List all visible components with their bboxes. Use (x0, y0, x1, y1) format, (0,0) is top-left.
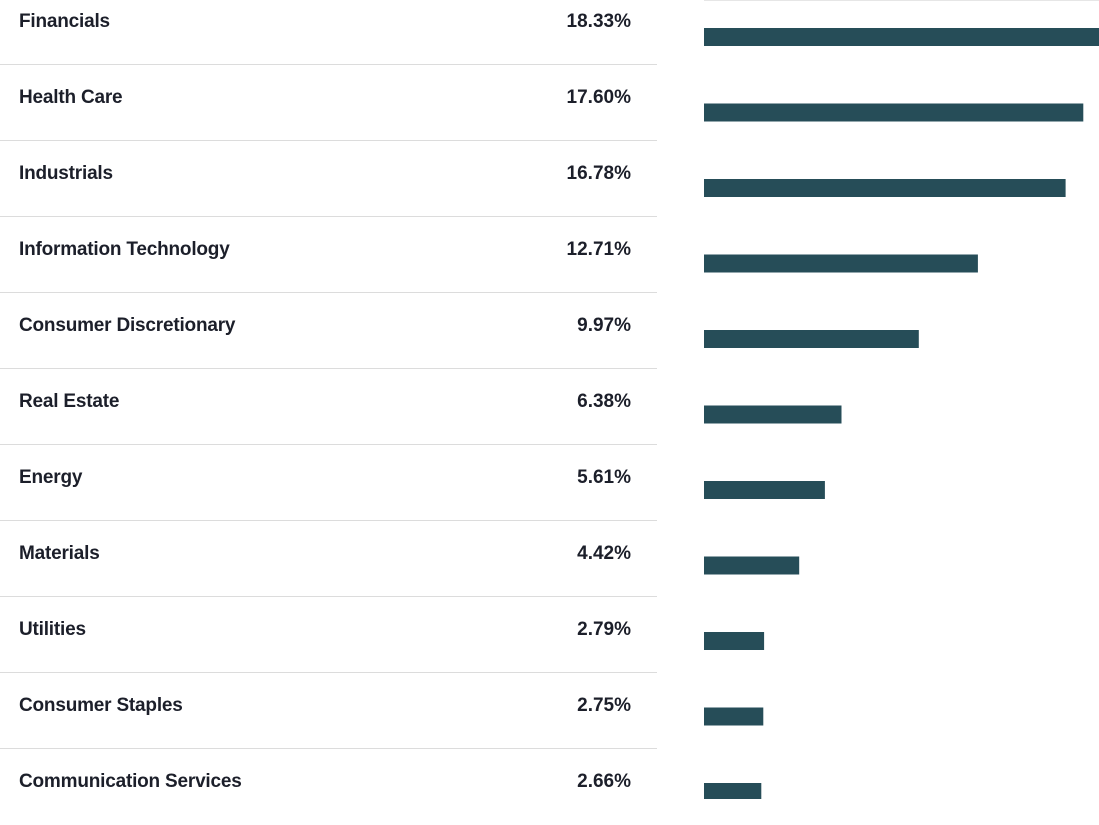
sector-name: Communication Services (19, 771, 242, 792)
bar-materials (704, 556, 800, 575)
sector-row: Communication Services 2.66% (0, 749, 657, 825)
bar-real-estate (704, 405, 842, 424)
sector-weight: 5.61% (577, 467, 631, 488)
sector-name: Health Care (19, 87, 123, 108)
sector-row: Energy 5.61% (0, 445, 657, 521)
bar-energy (704, 481, 825, 499)
sector-weight: 4.42% (577, 543, 631, 564)
sector-table: Financials 18.33% Health Care 17.60% Industr… (0, 0, 657, 825)
sector-row: Health Care 17.60% (0, 65, 657, 141)
bar-consumer-staples (704, 707, 764, 726)
sector-row: Real Estate 6.38% (0, 369, 657, 445)
sector-weight: 2.66% (577, 771, 631, 792)
sector-row: Materials 4.42% (0, 521, 657, 597)
sector-name: Industrials (19, 163, 113, 184)
sector-weight: 9.97% (577, 315, 631, 336)
sector-name: Consumer Staples (19, 695, 183, 716)
bar-utilities (704, 632, 765, 650)
sector-weight: 17.60% (566, 87, 631, 108)
sector-name: Energy (19, 467, 83, 488)
bar-financials (704, 28, 1099, 46)
sector-name: Materials (19, 543, 100, 564)
sector-weight: 16.78% (566, 163, 631, 184)
bar-consumer-discretionary (704, 330, 919, 348)
bar-communication-services (704, 783, 762, 799)
sector-weight: 6.38% (577, 391, 631, 412)
sector-row: Financials 18.33% (0, 0, 657, 65)
sector-row: Consumer Staples 2.75% (0, 673, 657, 749)
bar-industrials (704, 179, 1066, 197)
sector-row: Consumer Discretionary 9.97% (0, 293, 657, 369)
sector-row: Industrials 16.78% (0, 141, 657, 217)
bar-chart (704, 28, 1099, 799)
sector-weight: 18.33% (566, 11, 631, 32)
sector-weight: 2.75% (577, 695, 631, 716)
bar-information-technology (704, 254, 978, 273)
sector-weight: 2.79% (577, 619, 631, 640)
sector-weight: 12.71% (566, 239, 631, 260)
sector-name: Information Technology (19, 239, 230, 260)
sector-name: Real Estate (19, 391, 120, 412)
sector-name: Utilities (19, 619, 86, 640)
sector-name: Financials (19, 11, 110, 32)
sector-row: Utilities 2.79% (0, 597, 657, 673)
chart-top-rule (704, 0, 1099, 1)
bar-health-care (704, 103, 1084, 122)
sector-row: Information Technology 12.71% (0, 217, 657, 293)
sector-name: Consumer Discretionary (19, 315, 236, 336)
